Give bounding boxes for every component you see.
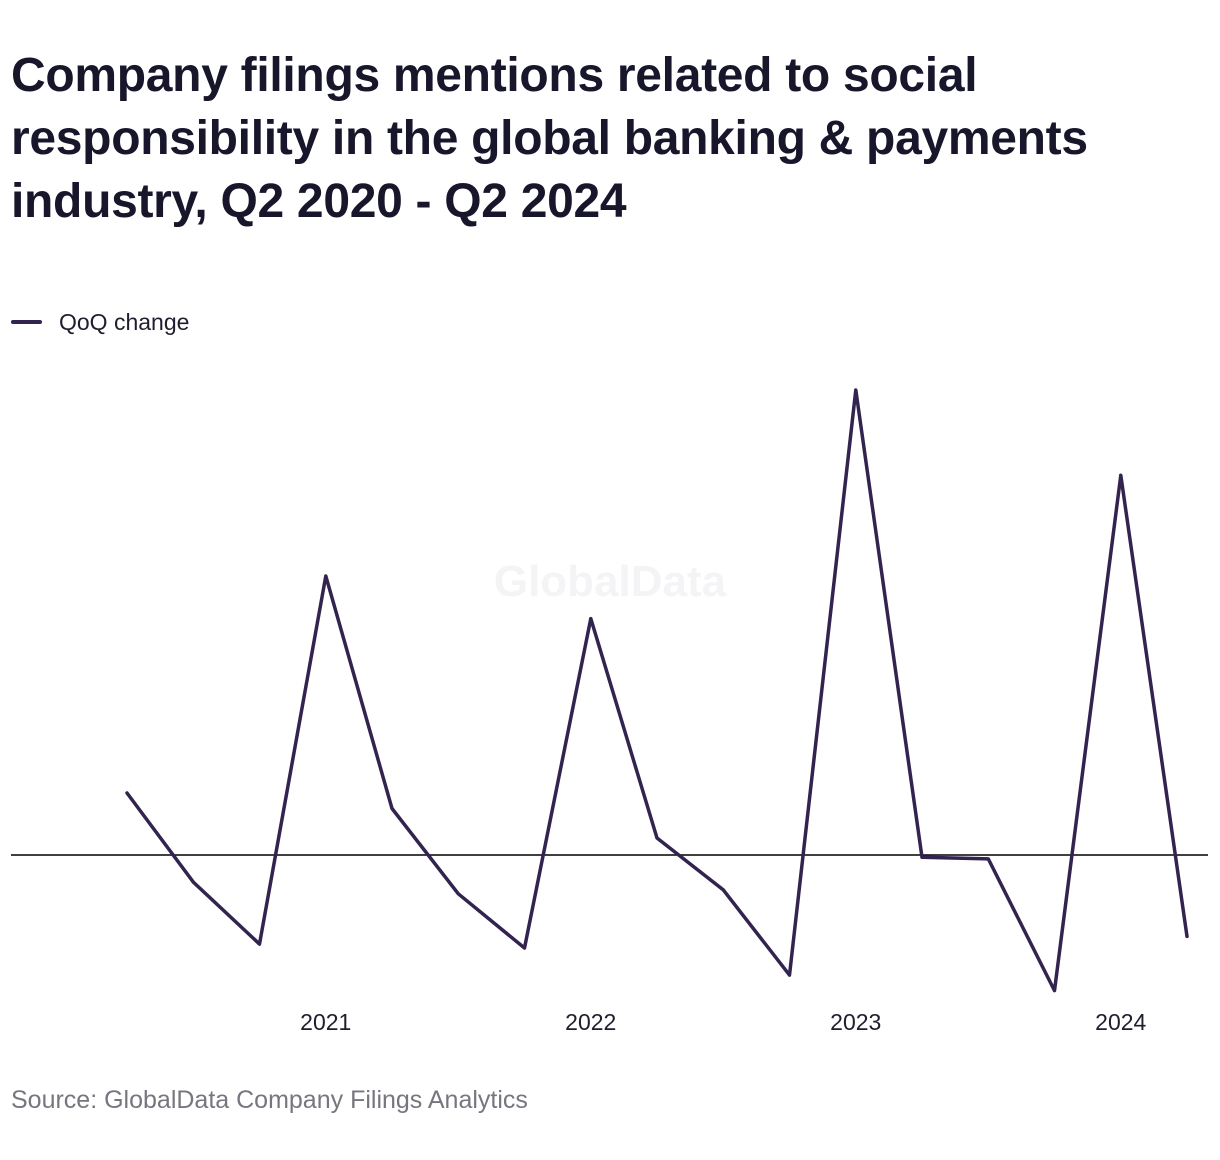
data-point-q1-2021 xyxy=(324,574,328,578)
data-point-q1-2022 xyxy=(589,617,593,621)
data-point-q2-2023 xyxy=(920,855,924,859)
x-tick-label-2021: 2021 xyxy=(300,1009,351,1035)
watermark: GlobalData xyxy=(494,557,727,606)
x-tick-label-2022: 2022 xyxy=(565,1009,616,1035)
series-line-qoq-change xyxy=(125,388,1189,993)
data-point-q3-2021 xyxy=(456,892,460,896)
data-point-q2-2021 xyxy=(390,807,394,810)
legend-label: QoQ change xyxy=(59,308,190,335)
data-point-q4-2023 xyxy=(1053,989,1056,993)
data-point-q2-2020 xyxy=(125,791,129,795)
x-axis-ticks: 2021 2022 2023 2024 xyxy=(300,1009,1146,1035)
chart-title: Company filings mentions related to soci… xyxy=(11,49,1088,228)
data-point-q3-2020 xyxy=(191,880,195,884)
data-point-q3-2022 xyxy=(721,888,725,892)
legend: QoQ change xyxy=(11,307,189,337)
x-tick-label-2024: 2024 xyxy=(1095,1009,1146,1035)
data-point-q4-2022 xyxy=(788,973,791,977)
data-point-q1-2024 xyxy=(1119,473,1123,477)
data-point-q3-2023 xyxy=(986,857,990,861)
data-point-q2-2022 xyxy=(655,836,659,840)
series-layer xyxy=(125,388,1189,993)
legend-line-swatch xyxy=(11,320,42,324)
data-point-q4-2020 xyxy=(258,942,261,946)
source-note: Source: GlobalData Company Filings Analy… xyxy=(11,1086,528,1114)
data-point-q2-2024 xyxy=(1185,934,1189,938)
x-tick-label-2023: 2023 xyxy=(830,1009,881,1035)
data-point-q4-2021 xyxy=(523,946,526,950)
data-point-q1-2023 xyxy=(854,388,858,392)
